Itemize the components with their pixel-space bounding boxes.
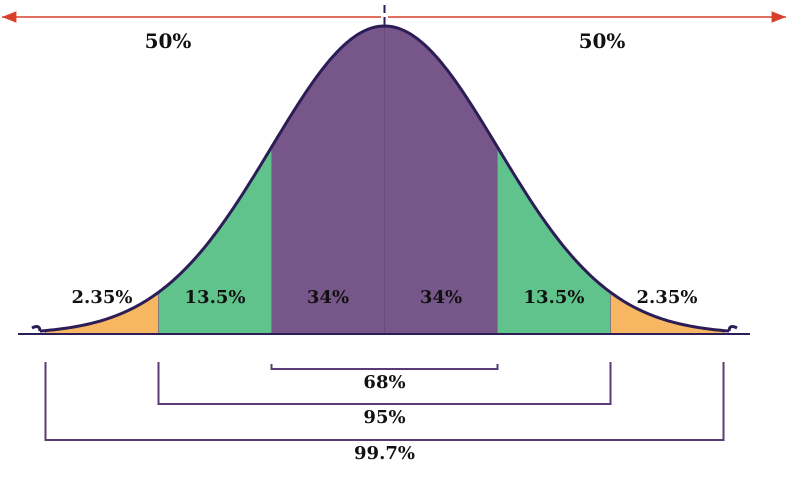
band-label-5: 13.5% [524,287,585,308]
band-label-1: 2.35% [72,287,133,308]
range-bracket-1 [270,364,499,370]
range-label-3: 99.7% [354,443,415,464]
left-tail-flick [31,325,42,332]
bell-curve-outline [39,24,730,333]
band-label-2: 13.5% [185,287,246,308]
range-brackets: 68% 95% 99.7% [44,362,725,464]
left-half-label: 50% [145,29,192,53]
range-label-2: 95% [363,407,405,428]
band-fill-6 [610,292,724,334]
sigma-dividers [45,26,724,334]
band-label-6: 2.35% [637,287,698,308]
right-half-label: 50% [579,29,626,53]
band-labels: 2.35% 13.5% 34% 34% 13.5% 2.35% [72,287,698,308]
band-fill-1 [45,292,159,334]
right-tail-flick [727,325,738,332]
band-label-4: 34% [420,287,462,308]
range-bracket-2 [157,362,612,405]
range-label-1: 68% [363,372,405,393]
range-bracket-3 [44,362,725,441]
band-label-3: 34% [307,287,349,308]
